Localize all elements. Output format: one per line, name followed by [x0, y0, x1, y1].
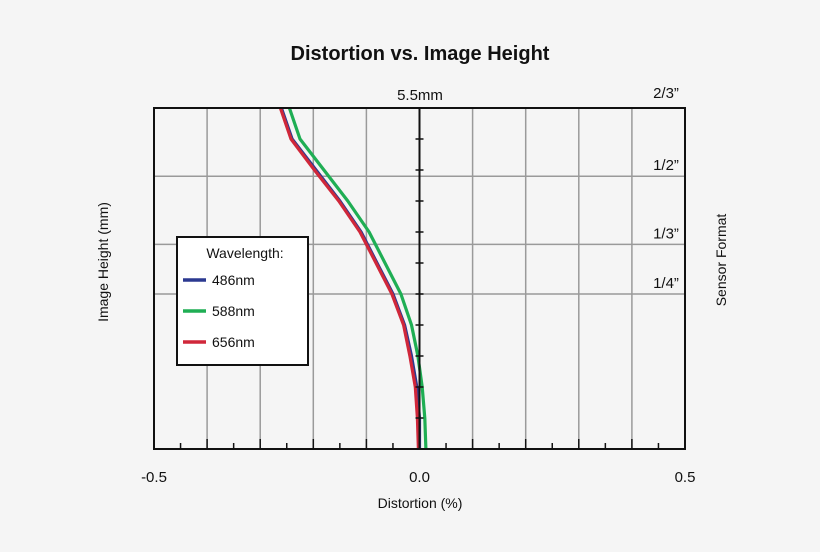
chart-title: Distortion vs. Image Height: [291, 43, 550, 65]
legend-entry-label: 486nm: [212, 272, 255, 288]
series-lines: [278, 107, 428, 450]
series-line-656nm: [278, 107, 420, 450]
x-tick-label: 0.0: [409, 469, 430, 486]
sensor-format-label: Sensor Format: [713, 214, 729, 307]
x-tick-label: 0.5: [675, 469, 696, 486]
legend: Wavelength: 486nm 588nm 656nm: [176, 236, 309, 366]
sensor-format-tick-label: 1/2”: [653, 157, 679, 174]
legend-entry-label: 588nm: [212, 303, 255, 319]
axes: 2/3” 1/2” 1/3” 1/4” -0.5 0.0 0.5: [141, 85, 695, 486]
legend-title: Wavelength:: [206, 245, 283, 261]
legend-entry-label: 656nm: [212, 334, 255, 350]
top-height-label: 5.5mm: [397, 87, 443, 104]
x-axis-label: Distortion (%): [378, 495, 463, 511]
sensor-format-tick-label: 1/4”: [653, 275, 679, 292]
x-tick-label: -0.5: [141, 469, 167, 486]
legend-box: [176, 236, 309, 366]
sensor-format-tick-label: 2/3”: [653, 85, 679, 102]
sensor-format-tick-label: 1/3”: [653, 225, 679, 242]
y-axis-label: Image Height (mm): [95, 202, 111, 322]
series-line-588nm: [287, 107, 428, 450]
